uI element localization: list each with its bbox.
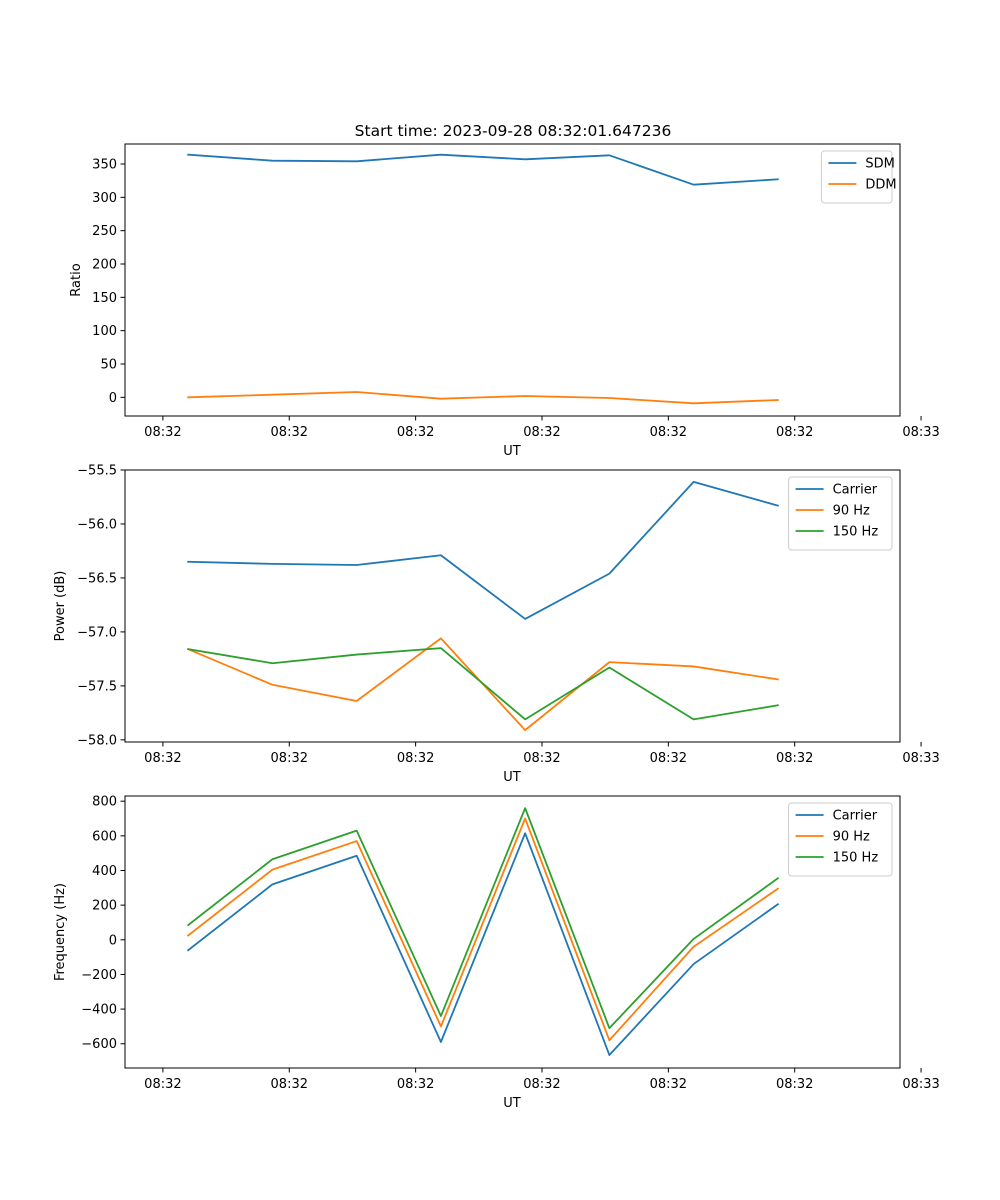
y-tick-label: −57.5 xyxy=(77,679,117,694)
x-axis-label: UT xyxy=(503,444,521,459)
x-tick-label: 08:32 xyxy=(776,751,813,766)
series-line-ddm xyxy=(187,391,779,405)
series-line-150-hz xyxy=(186,807,780,1030)
y-tick-label: −57.0 xyxy=(77,625,117,640)
legend-label-150-hz: 150 Hz xyxy=(833,525,879,540)
x-tick-label: 08:32 xyxy=(776,425,813,440)
y-tick-label: 0 xyxy=(109,391,117,406)
chart-panel-3: 08:32 08:32 08:32 08:32 08:32 08:32 08:33 −600 −… xyxy=(53,795,940,1111)
y-tick-label: 600 xyxy=(92,829,117,844)
y-tick-label: 800 xyxy=(92,795,117,810)
legend-label-ddm: DDM xyxy=(865,178,896,193)
y-tick-label: −56.0 xyxy=(77,517,117,532)
x-tick-label: 08:32 xyxy=(144,751,181,766)
x-tick-label: 08:32 xyxy=(271,751,308,766)
series-line-90-hz xyxy=(186,817,780,1042)
y-tick-label: 50 xyxy=(100,358,117,373)
y-tick-label: −58.0 xyxy=(77,733,117,748)
x-tick-label: 08:32 xyxy=(144,425,181,440)
y-tick-label: −56.5 xyxy=(77,571,117,586)
x-tick-label: 08:33 xyxy=(902,425,939,440)
legend-label-carrier: Carrier xyxy=(833,483,878,498)
y-tick-label: 0 xyxy=(109,933,117,948)
chart-panel-1: 08:32 08:32 08:32 08:32 08:32 08:32 08:33 0 50 10… xyxy=(69,143,940,459)
x-tick-label: 08:32 xyxy=(397,425,434,440)
y-tick-label: −55.5 xyxy=(77,464,117,479)
y-tick-label: 150 xyxy=(92,291,117,306)
y-tick-label: 350 xyxy=(92,158,117,173)
x-axis-label: UT xyxy=(503,770,521,785)
axes-frame xyxy=(124,143,901,417)
legend-label-carrier: Carrier xyxy=(833,809,878,824)
y-tick-label: −600 xyxy=(81,1037,117,1052)
x-tick-label: 08:32 xyxy=(523,425,560,440)
x-tick-label: 08:32 xyxy=(523,751,560,766)
x-tick-label: 08:32 xyxy=(650,1077,687,1092)
legend-label-sdm: SDM xyxy=(865,157,894,172)
x-tick-label: 08:32 xyxy=(776,1077,813,1092)
legend: Carrier 90 Hz 150 Hz xyxy=(788,476,893,551)
x-tick-label: 08:32 xyxy=(523,1077,560,1092)
legend-box xyxy=(820,150,893,204)
legend: Carrier 90 Hz 150 Hz xyxy=(788,802,893,877)
x-tick-label: 08:32 xyxy=(397,751,434,766)
x-tick-label: 08:33 xyxy=(902,1077,939,1092)
panels: 08:32 08:32 08:32 08:32 08:32 08:32 08:33 0 50 10… xyxy=(53,143,940,1111)
chart-panel-2: 08:32 08:32 08:32 08:32 08:32 08:32 08:33 −58.0… xyxy=(53,464,940,786)
series-line-carrier xyxy=(187,480,779,620)
legend-label-90-hz: 90 Hz xyxy=(833,830,870,845)
y-tick-label: 250 xyxy=(92,224,117,239)
x-tick-label: 08:32 xyxy=(650,425,687,440)
y-tick-label: 200 xyxy=(92,899,117,914)
x-tick-label: 08:32 xyxy=(271,1077,308,1092)
y-tick-label: 200 xyxy=(92,258,117,273)
x-tick-label: 08:32 xyxy=(397,1077,434,1092)
x-axis-label: UT xyxy=(503,1096,521,1111)
y-tick-label: −400 xyxy=(81,1003,117,1018)
y-tick-label: 300 xyxy=(92,191,117,206)
x-tick-label: 08:32 xyxy=(271,425,308,440)
series-line-carrier xyxy=(186,832,780,1056)
legend-label-150-hz: 150 Hz xyxy=(833,851,879,866)
y-tick-label: 400 xyxy=(92,864,117,879)
x-tick-label: 08:33 xyxy=(902,751,939,766)
y-axis-label: Power (dB) xyxy=(53,571,68,642)
x-tick-label: 08:32 xyxy=(144,1077,181,1092)
y-tick-label: 100 xyxy=(92,324,117,339)
axes-frame xyxy=(124,469,901,743)
series-line-150-hz xyxy=(187,647,779,721)
legend: SDM DDM xyxy=(820,150,897,204)
y-tick-label: −200 xyxy=(81,968,117,983)
legend-label-90-hz: 90 Hz xyxy=(833,504,870,519)
x-tick-label: 08:32 xyxy=(650,751,687,766)
y-axis-label: Ratio xyxy=(69,263,84,296)
figure-title: Start time: 2023-09-28 08:32:01.647236 xyxy=(355,122,672,140)
series-line-sdm xyxy=(187,153,779,186)
y-axis-label: Frequency (Hz) xyxy=(53,883,68,981)
axes-frame xyxy=(124,795,901,1069)
